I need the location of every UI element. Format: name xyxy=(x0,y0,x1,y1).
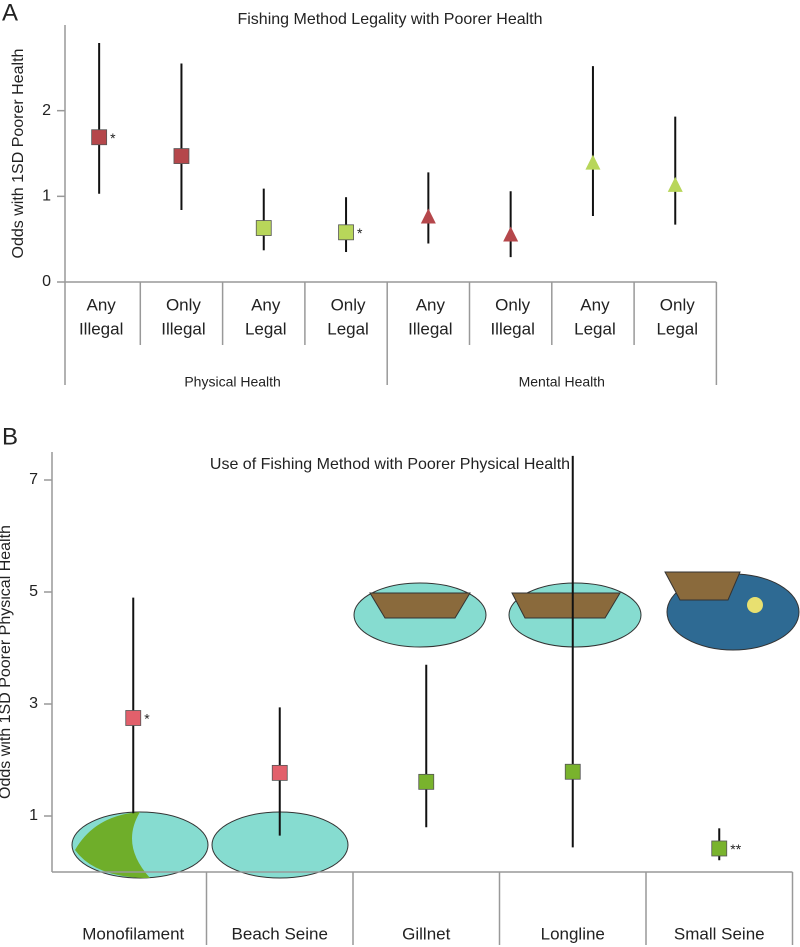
illustrations xyxy=(71,571,800,879)
x-tick-label: Legal xyxy=(656,319,698,338)
x-tick-label: Monofilament xyxy=(82,924,184,943)
y-tick-label: 5 xyxy=(29,583,38,600)
y-axis-label: Odds with 1SD Poorer Health xyxy=(10,49,27,259)
chart-title: Use of Fishing Method with Poorer Physic… xyxy=(210,456,570,473)
x-tick-label: Beach Seine xyxy=(232,924,328,943)
marker xyxy=(125,710,142,726)
panel-label: B xyxy=(2,423,18,450)
chart-title: Fishing Method Legality with Poorer Heal… xyxy=(237,11,542,28)
y-tick-label: 0 xyxy=(42,273,51,290)
y-axis-label: Odds with 1SD Poorer Physical Health xyxy=(0,525,14,799)
marker xyxy=(667,176,683,192)
panel-label: A xyxy=(2,0,18,26)
y-tick-label: 7 xyxy=(29,471,38,488)
annotation: * xyxy=(357,225,363,241)
marker xyxy=(173,148,190,164)
y-tick-label: 2 xyxy=(42,102,51,119)
x-tick-label: Illegal xyxy=(161,319,205,338)
marker xyxy=(564,763,581,780)
x-tick-label: Any xyxy=(87,295,117,314)
x-tick-label: Only xyxy=(166,295,201,314)
x-tick-label: Only xyxy=(495,295,530,314)
y-tick-label: 1 xyxy=(42,188,51,205)
group-label: Physical Health xyxy=(184,374,281,390)
marker xyxy=(91,129,108,146)
group-label: Mental Health xyxy=(519,374,605,390)
x-tick-label: Illegal xyxy=(408,319,452,338)
x-tick-label: Any xyxy=(416,295,446,314)
x-tick-label: Any xyxy=(251,295,281,314)
marker xyxy=(338,224,354,241)
x-tick-label: Only xyxy=(660,295,695,314)
marker xyxy=(420,208,436,224)
marker xyxy=(585,154,601,170)
x-tick-label: Any xyxy=(580,295,610,314)
x-tick-label: Illegal xyxy=(79,319,123,338)
x-tick-label: Small Seine xyxy=(674,924,765,943)
marker xyxy=(711,840,728,857)
x-tick-label: Legal xyxy=(327,319,369,338)
marker xyxy=(255,220,272,236)
marker xyxy=(503,226,519,242)
x-tick-label: Legal xyxy=(245,319,287,338)
annotation: * xyxy=(144,711,150,727)
y-tick-label: 1 xyxy=(29,807,38,824)
x-tick-label: Gillnet xyxy=(402,924,450,943)
x-tick-label: Longline xyxy=(541,924,605,943)
marker xyxy=(271,764,288,781)
annotation: ** xyxy=(730,841,741,857)
annotation: * xyxy=(110,130,116,146)
marker xyxy=(418,773,435,790)
y-tick-label: 3 xyxy=(29,695,38,712)
x-tick-label: Legal xyxy=(574,319,616,338)
x-tick-label: Illegal xyxy=(490,319,534,338)
x-tick-label: Only xyxy=(331,295,366,314)
